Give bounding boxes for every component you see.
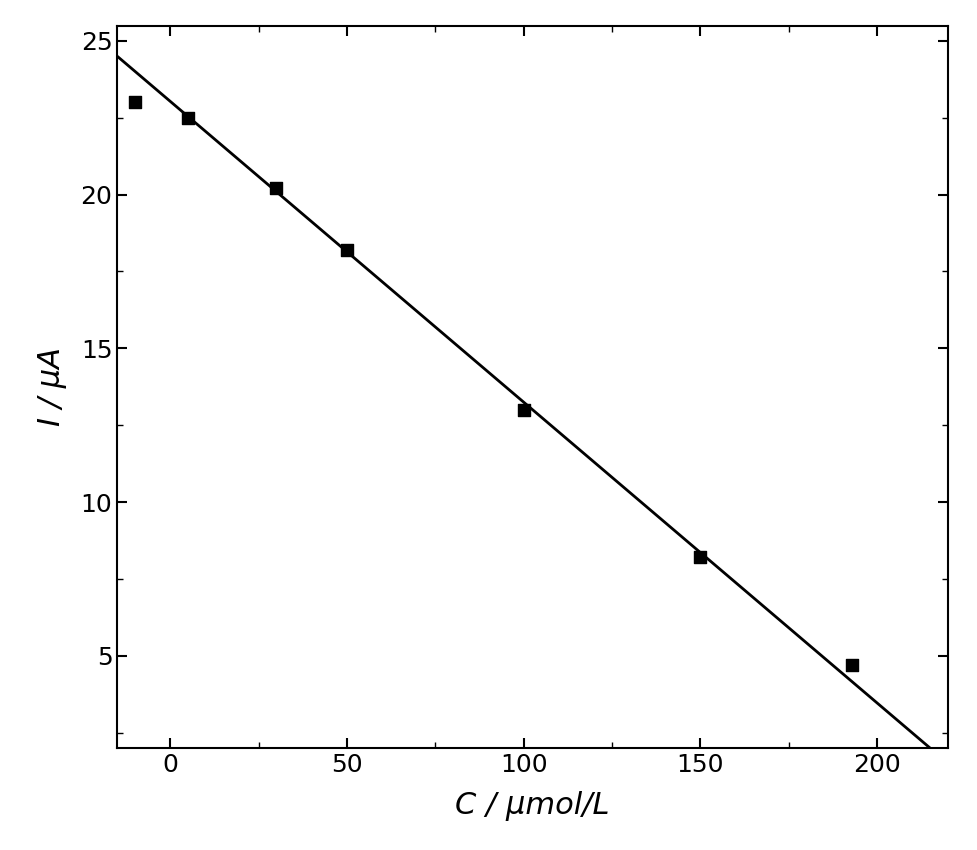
Point [516, 403, 531, 416]
Point [693, 551, 708, 564]
Point [180, 111, 195, 125]
Y-axis label: I / μA: I / μA [38, 348, 66, 426]
Point [339, 243, 355, 257]
Point [269, 182, 284, 196]
Point [844, 658, 860, 672]
X-axis label: C / μmol/L: C / μmol/L [455, 790, 610, 821]
Point [127, 95, 143, 109]
